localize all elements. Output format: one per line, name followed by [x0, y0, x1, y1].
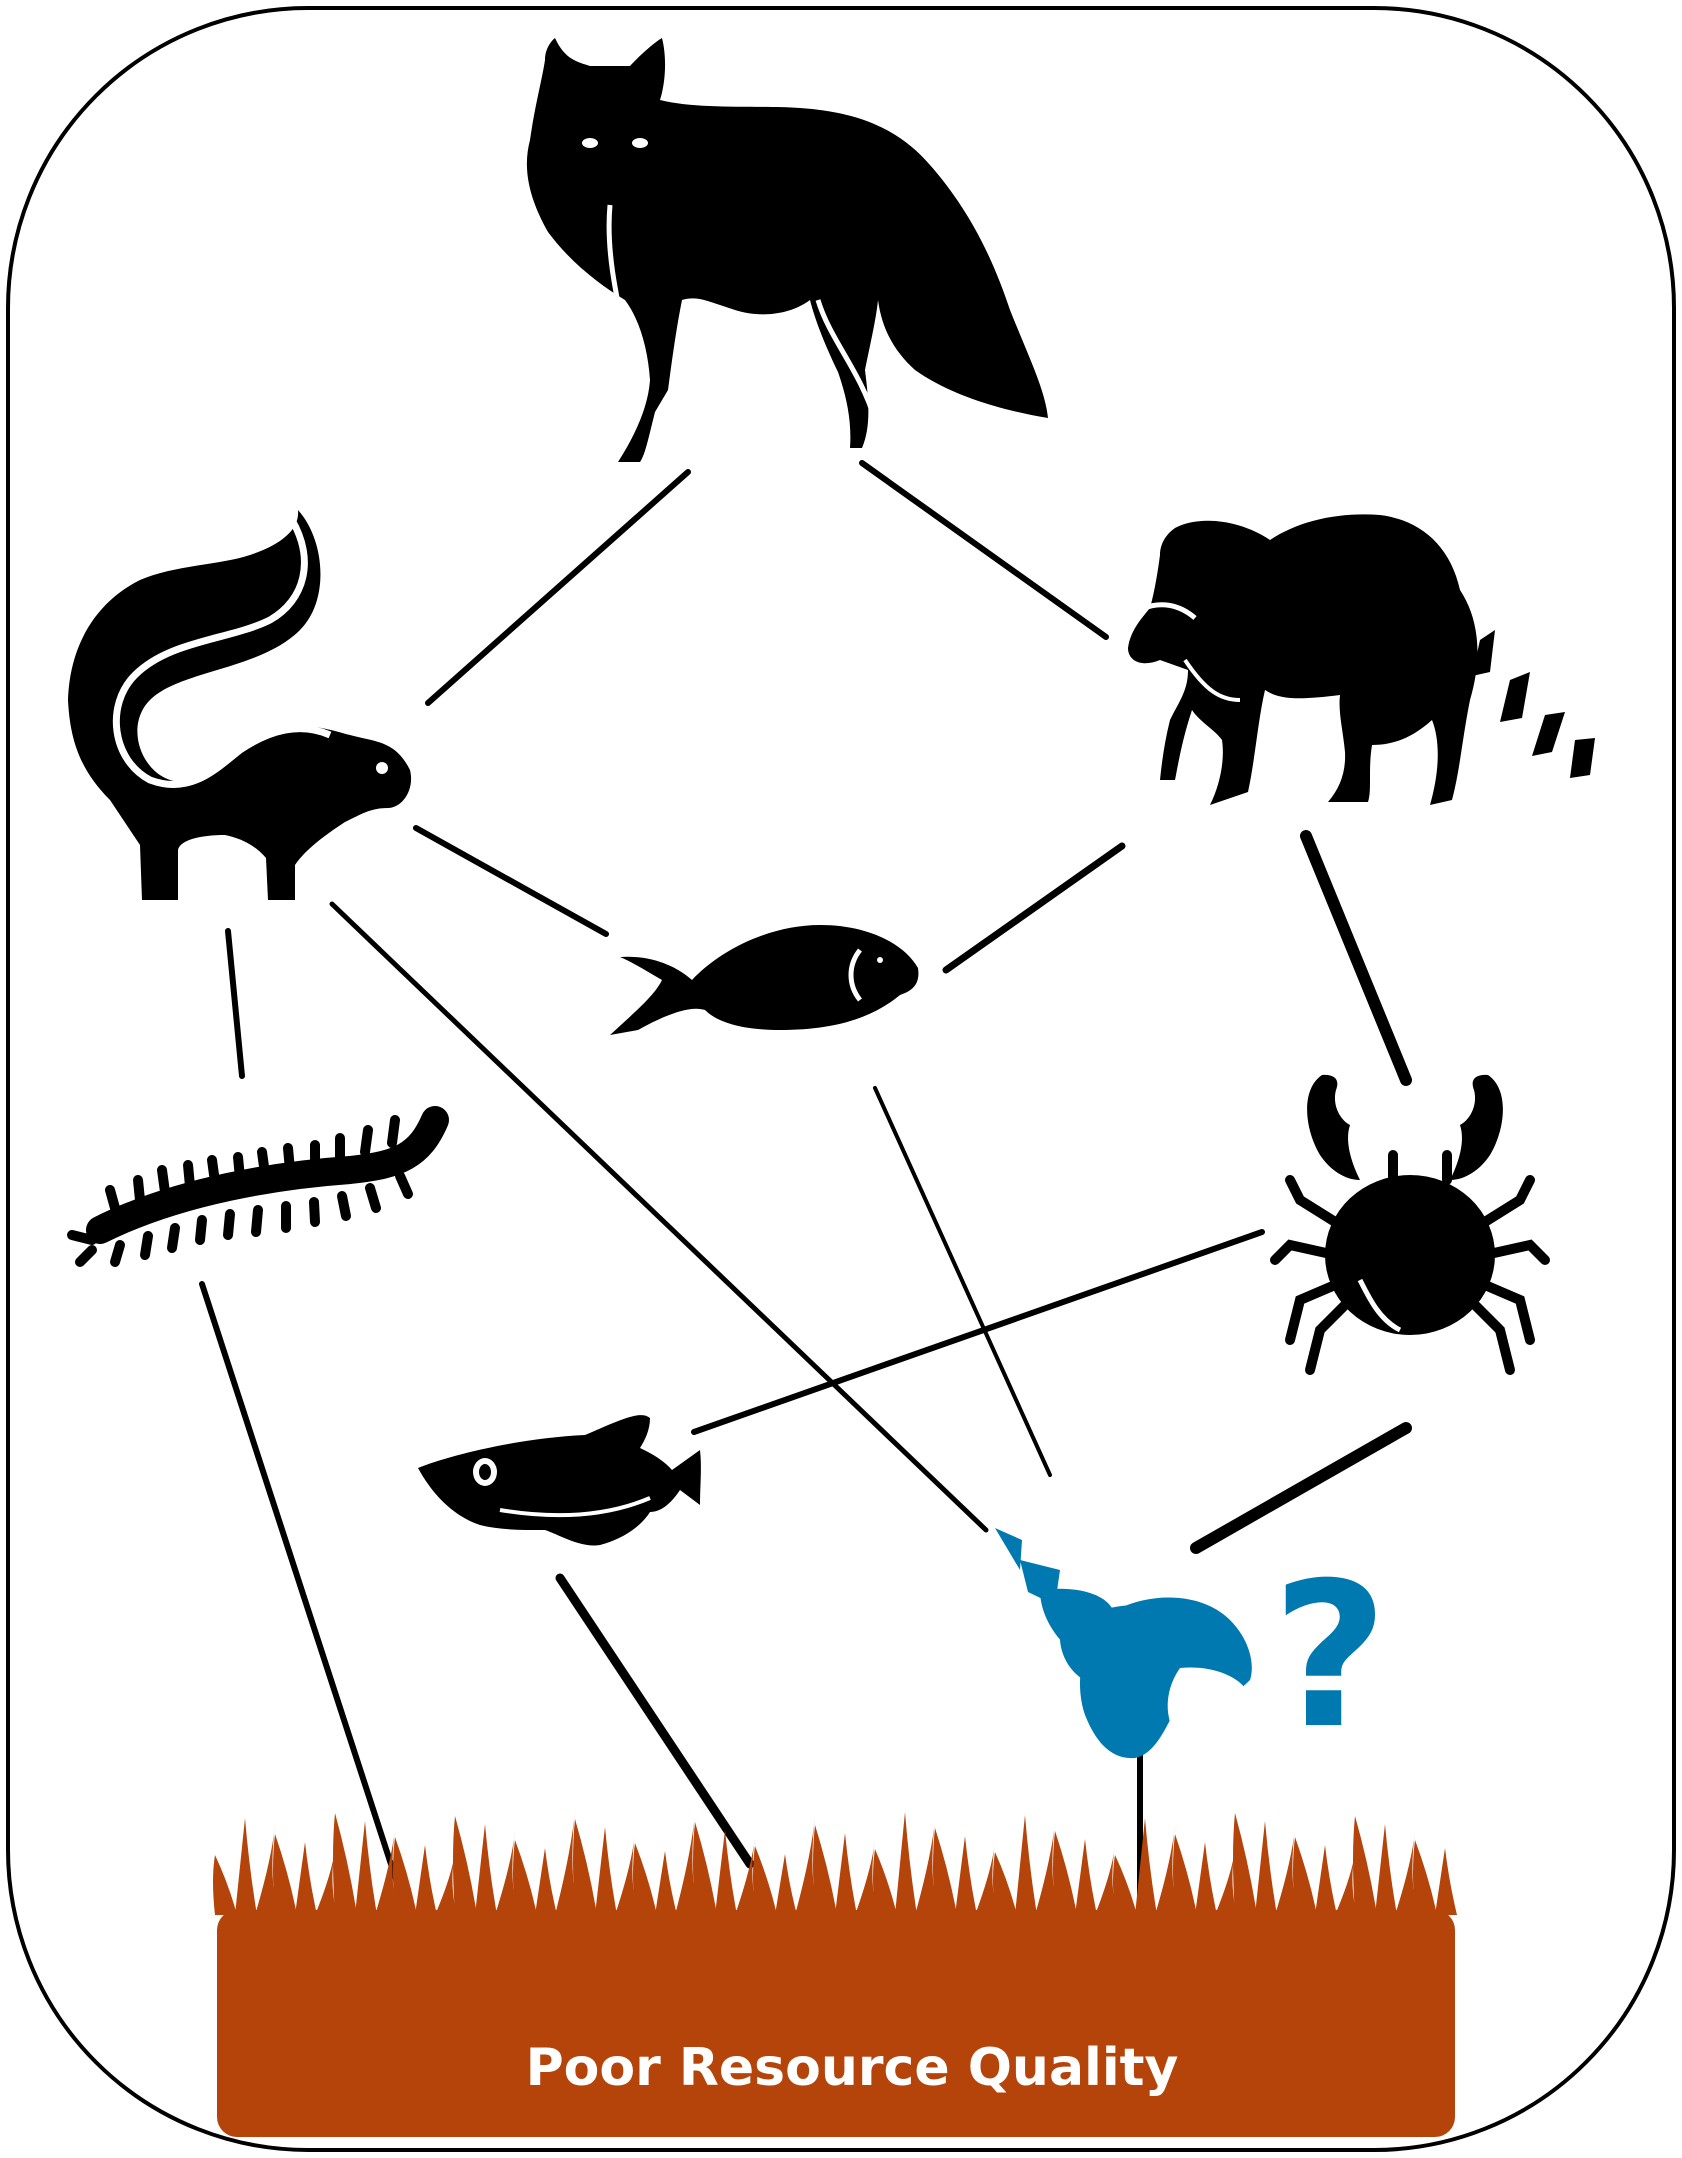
snail-icon: [995, 1528, 1252, 1759]
grass-blade: [573, 1819, 597, 1915]
grass-blade: [475, 1824, 497, 1915]
grass-blade: [315, 1850, 337, 1915]
grass-blade: [1315, 1845, 1337, 1915]
grass-blade: [435, 1853, 457, 1915]
grass-blade: [1215, 1850, 1237, 1915]
grass-blade: [1293, 1837, 1317, 1915]
grass-blade: [795, 1817, 817, 1915]
grass-blade: [1155, 1826, 1177, 1915]
grass-blade: [633, 1843, 657, 1915]
grass-blade: [1275, 1829, 1297, 1915]
link-raccoon-fish: [942, 842, 1126, 974]
resource-bar: [217, 1910, 1455, 2137]
grass-blade: [915, 1820, 937, 1915]
grass-blade: [813, 1825, 837, 1915]
skunk-icon: [68, 510, 412, 900]
link-skunk-snail: [329, 901, 989, 1533]
grass-blade: [1255, 1821, 1277, 1915]
grass-blade: [1233, 1813, 1257, 1915]
grass-blade: [1435, 1848, 1457, 1915]
grass-blade: [895, 1812, 917, 1915]
fish-bottom-icon: [418, 1415, 701, 1546]
grass-blade: [1135, 1818, 1157, 1915]
grass-blade: [835, 1833, 857, 1915]
grass-icon: [213, 1811, 1457, 2137]
crab-icon: [1270, 1074, 1550, 1375]
grass-blade: [775, 1854, 797, 1915]
fish-top-icon: [610, 925, 919, 1035]
grass-blade: [1095, 1847, 1117, 1915]
grass-blade: [855, 1841, 877, 1915]
link-fox-skunk: [425, 469, 691, 706]
question-mark: ?: [1272, 1540, 1388, 1773]
grass-blade: [415, 1845, 437, 1915]
food-web-links: [199, 460, 1412, 1911]
fox-icon: [526, 38, 1048, 462]
link-fish-snail: [873, 1086, 1052, 1477]
grass-blade: [535, 1848, 557, 1915]
grass-blade: [295, 1842, 317, 1915]
grass-blade: [1075, 1839, 1097, 1915]
grass-blade: [1015, 1815, 1037, 1915]
grass-blade: [1413, 1840, 1437, 1915]
grass-blade: [1035, 1823, 1057, 1915]
grass-blade: [495, 1832, 517, 1915]
grass-blade: [975, 1844, 997, 1915]
grass-blade: [1353, 1816, 1377, 1915]
centipede-icon: [67, 1106, 449, 1267]
grass-blade: [735, 1838, 757, 1915]
raccoon-icon: [1128, 514, 1595, 805]
link-crab-snail: [1190, 1422, 1412, 1554]
resource-label: Poor Resource Quality: [526, 2038, 1179, 2098]
link-fox-raccoon: [859, 460, 1109, 640]
grass-blade: [273, 1834, 297, 1915]
grass-blade: [555, 1811, 577, 1915]
grass-blade: [675, 1814, 697, 1915]
grass-blade: [235, 1818, 257, 1915]
grass-blade: [255, 1826, 277, 1915]
grass-blade: [715, 1830, 737, 1915]
grass-blade: [513, 1840, 537, 1915]
grass-blade: [355, 1821, 377, 1915]
grass-blade: [375, 1829, 397, 1915]
grass-blade: [615, 1835, 637, 1915]
link-skunk-centipede: [225, 928, 245, 1079]
grass-blade: [1173, 1834, 1197, 1915]
grass-blade: [393, 1837, 417, 1915]
grass-blade: [333, 1813, 357, 1915]
grass-blade: [955, 1836, 977, 1915]
grass-blade: [693, 1822, 717, 1915]
grass-blade: [1053, 1831, 1077, 1915]
grass-blade: [1113, 1855, 1137, 1915]
grass-blade: [213, 1855, 237, 1915]
grass-blade: [1335, 1853, 1357, 1915]
grass-blade: [873, 1849, 897, 1915]
link-crab-fish: [691, 1229, 1265, 1435]
grass-blade: [595, 1827, 617, 1915]
link-skunk-fish: [413, 825, 609, 937]
link-centipede-grass: [199, 1281, 405, 1901]
link-fish-grass: [555, 1573, 755, 1869]
grass-blade: [1395, 1832, 1417, 1915]
grass-blade: [993, 1852, 1017, 1915]
grass-blade: [933, 1828, 957, 1915]
link-raccoon-crab: [1300, 830, 1412, 1086]
grass-blade: [1375, 1824, 1397, 1915]
grass-blade: [1195, 1842, 1217, 1915]
grass-blade: [753, 1846, 777, 1915]
grass-blade: [453, 1816, 477, 1915]
grass-blade: [655, 1851, 677, 1915]
